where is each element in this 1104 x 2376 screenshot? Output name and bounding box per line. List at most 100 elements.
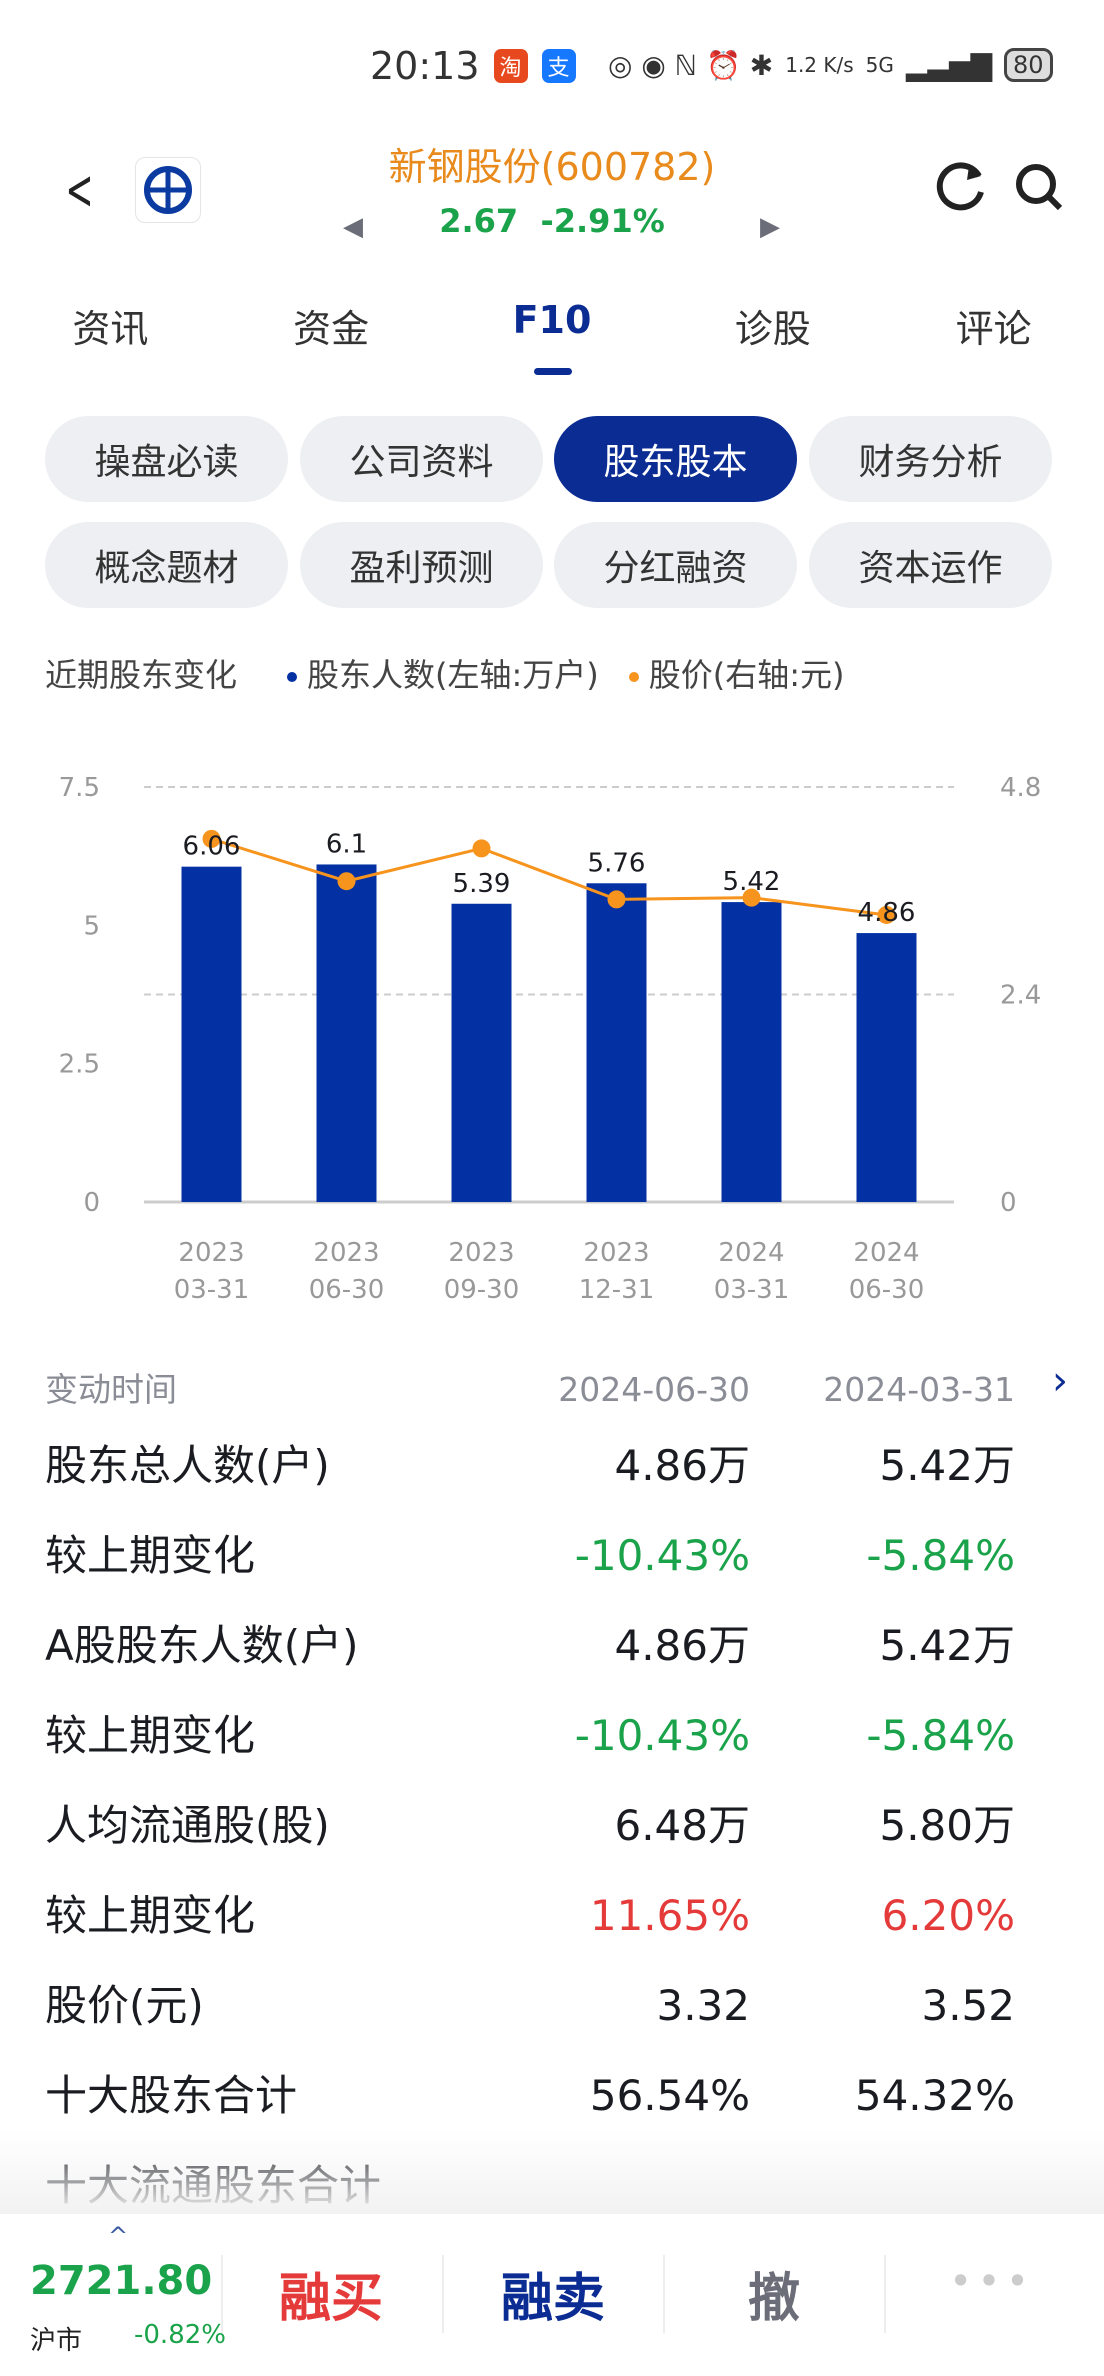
back-button[interactable]: <	[65, 158, 94, 223]
x-tick-year: 2023	[313, 1238, 379, 1268]
left-tick-label: 7.5	[59, 773, 100, 803]
section-title: 近期股东变化	[45, 656, 238, 694]
bar	[586, 883, 647, 1202]
tab-funds[interactable]: 资金	[293, 307, 370, 351]
nfc-icon: ◎ ◉ ℕ ⏰ ✱	[608, 48, 774, 82]
search-icon[interactable]	[1012, 160, 1066, 228]
table-header: 变动时间 2024-06-30 2024-03-31	[45, 1364, 1015, 1416]
bottom-fade	[0, 2130, 1104, 2214]
x-tick-date: 12-31	[579, 1275, 655, 1305]
x-tick-year: 2023	[583, 1238, 649, 1268]
chip-capital[interactable]: 资本运作	[809, 522, 1052, 608]
table-row: 较上期变化 11.65% 6.20%	[45, 1890, 1015, 1942]
chip-concepts[interactable]: 概念题材	[45, 522, 288, 608]
chip-shareholders[interactable]: 股东股本	[554, 416, 797, 502]
price-point	[877, 905, 896, 924]
table-row: A股股东人数(户) 4.86万 5.42万	[45, 1620, 1015, 1672]
left-tick-label: 5	[83, 911, 100, 941]
table-row: 股价(元) 3.32 3.52	[45, 1980, 1015, 2032]
row-value-col1: 3.32	[656, 1981, 750, 2030]
right-tick-label: 0	[1000, 1188, 1017, 1218]
margin-buy-button[interactable]: 融买	[278, 2269, 383, 2329]
signal-icon: ▂▃▅▇	[905, 48, 993, 82]
row-value-col1: 4.86万	[614, 1621, 750, 1670]
x-tick-year: 2023	[448, 1238, 514, 1268]
cancel-order-button[interactable]: 撤	[747, 2269, 800, 2329]
row-label: 较上期变化	[45, 1891, 256, 1940]
index-name: 沪市	[30, 2326, 83, 2356]
bar-value-label: 5.76	[588, 848, 646, 878]
refresh-icon[interactable]	[935, 160, 989, 228]
bar	[316, 864, 377, 1202]
price-point	[742, 888, 761, 907]
bottom-bar	[0, 2214, 1104, 2376]
chip-dividend[interactable]: 分红融资	[554, 522, 797, 608]
x-tick-date: 06-30	[849, 1275, 925, 1305]
index-change: -0.82%	[134, 2320, 226, 2350]
row-label: 股东总人数(户)	[45, 1441, 330, 1490]
divider	[663, 2255, 665, 2333]
row-label: 十大股东合计	[45, 2071, 298, 2120]
table-row: 人均流通股(股) 6.48万 5.80万	[45, 1800, 1015, 1852]
x-tick-date: 09-30	[444, 1275, 520, 1305]
x-tick-year: 2024	[853, 1238, 919, 1268]
signal-label: 5G	[865, 53, 894, 77]
battery-icon: 80	[1004, 48, 1053, 82]
taobao-icon: 淘	[493, 49, 528, 83]
row-value-col1: 11.65%	[589, 1891, 750, 1940]
row-value-col1: 56.54%	[589, 2071, 750, 2120]
left-tick-label: 2.5	[59, 1050, 100, 1080]
header-label: 变动时间	[45, 1370, 177, 1409]
margin-sell-button[interactable]: 融卖	[500, 2269, 605, 2329]
next-stock-icon[interactable]: ▶	[760, 212, 780, 242]
legend-line: 股价(右轴:元)	[648, 656, 845, 694]
x-tick-date: 03-31	[174, 1275, 250, 1305]
row-value-col1: 4.86万	[614, 1441, 750, 1490]
chart-legend: 近期股东变化 股东人数(左轴:万户) 股价(右轴:元)	[45, 650, 845, 696]
divider	[442, 2255, 444, 2333]
bar	[181, 866, 242, 1202]
left-tick-label: 0	[83, 1188, 100, 1218]
price-point	[607, 890, 626, 909]
price-point	[202, 829, 221, 848]
tab-news[interactable]: 资讯	[72, 307, 149, 351]
tab-comments[interactable]: 评论	[955, 307, 1032, 351]
status-bar: 20:13 淘 支	[370, 44, 576, 88]
tab-diagnosis[interactable]: 诊股	[734, 307, 811, 351]
chip-financial[interactable]: 财务分析	[809, 416, 1052, 502]
alipay-icon: 支	[541, 49, 576, 83]
bar-value-label: 5.42	[723, 867, 781, 897]
x-tick-year: 2023	[178, 1238, 244, 1268]
row-value-col1: -10.43%	[574, 1711, 750, 1760]
price-point	[337, 872, 356, 891]
row-value-col2: 5.42万	[879, 1621, 1015, 1670]
chip-must-read[interactable]: 操盘必读	[45, 416, 288, 502]
tab-f10[interactable]: F10	[442, 298, 662, 375]
index-value[interactable]: 2721.80	[30, 2258, 213, 2304]
divider	[884, 2255, 886, 2333]
bar-value-label: 6.06	[183, 832, 241, 862]
x-tick-date: 06-30	[309, 1275, 385, 1305]
more-button[interactable]: •••	[950, 2262, 1036, 2300]
row-label: A股股东人数(户)	[45, 1621, 359, 1670]
chip-forecast[interactable]: 盈利预测	[300, 522, 543, 608]
expand-icon[interactable]: ^	[108, 2222, 129, 2250]
tab-bar: 资讯 资金 F10 诊股 评论	[0, 298, 1104, 375]
next-period-icon[interactable]: ›	[1052, 1358, 1068, 1404]
stock-title: 新钢股份(600782)	[388, 145, 716, 189]
row-value-col2: 54.32%	[854, 2071, 1015, 2120]
chip-company-info[interactable]: 公司资料	[300, 416, 543, 502]
clock: 20:13	[370, 44, 480, 88]
header-col2: 2024-03-31	[823, 1370, 1015, 1409]
line-legend-marker	[628, 672, 639, 682]
prev-stock-icon[interactable]: ◀	[343, 212, 363, 242]
row-value-col2: -5.84%	[866, 1711, 1015, 1760]
table-row: 十大股东合计 56.54% 54.32%	[45, 2070, 1015, 2122]
bar-value-label: 4.86	[858, 898, 916, 928]
bar	[721, 902, 782, 1202]
table-row: 较上期变化 -10.43% -5.84%	[45, 1530, 1015, 1582]
row-value-col2: 3.52	[921, 1981, 1015, 2030]
shareholder-chart: 7.5 5 2.5 0 4.8 2.4 0 6.06 6.1 5.39 5.76 5.42 4.86 20…	[59, 773, 1042, 1305]
row-value-col2: 5.80万	[879, 1801, 1015, 1850]
table-row: 股东总人数(户) 4.86万 5.42万	[45, 1440, 1015, 1492]
